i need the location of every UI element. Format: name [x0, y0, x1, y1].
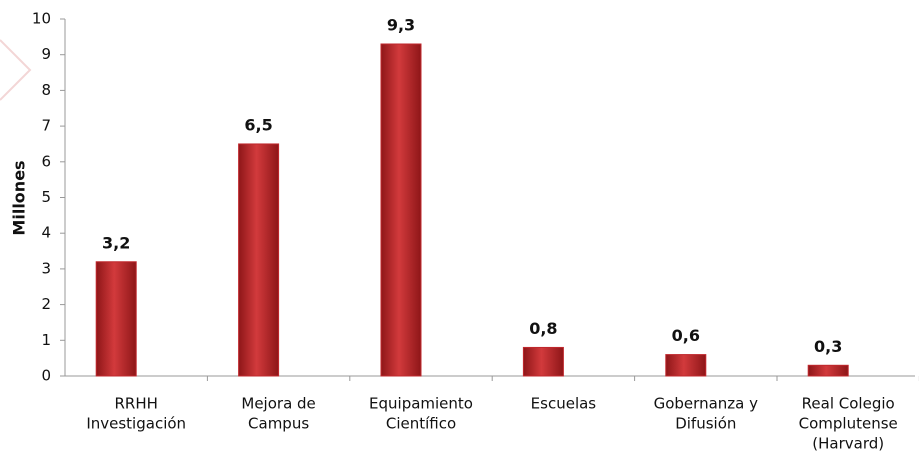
x-tick-label: Científico	[386, 415, 456, 433]
y-tick-label: 5	[41, 188, 51, 206]
y-tick-label: 9	[41, 45, 51, 63]
y-tick-label: 4	[41, 224, 51, 242]
y-axis-label: Millones	[10, 160, 29, 235]
value-label: 9,3	[387, 15, 415, 34]
value-label: 0,8	[529, 319, 557, 338]
x-tick-label: RRHH	[114, 395, 157, 413]
value-label: 6,5	[244, 115, 272, 134]
x-tick-label: Mejora de	[241, 395, 315, 413]
bar	[665, 354, 707, 377]
y-tick-label: 2	[41, 295, 51, 313]
value-label: 0,3	[814, 337, 842, 356]
value-label: 0,6	[672, 326, 700, 345]
bar	[522, 346, 564, 377]
x-tick-label: Difusión	[675, 415, 736, 433]
x-tick-label: Escuelas	[531, 395, 597, 413]
y-tick-label: 7	[41, 117, 51, 135]
y-tick-label: 8	[41, 81, 51, 99]
bar	[380, 43, 422, 377]
x-tick-label: Gobernanza y	[654, 395, 758, 413]
y-tick-label: 1	[41, 331, 51, 349]
value-label: 3,2	[102, 233, 130, 252]
bar	[238, 143, 280, 377]
y-tick-label: 6	[41, 152, 51, 170]
y-tick-label: 10	[32, 10, 51, 28]
bar	[95, 261, 137, 377]
x-tick-label: Campus	[248, 415, 309, 433]
y-tick-label: 0	[41, 367, 51, 385]
bar	[807, 364, 849, 377]
x-tick-label: (Harvard)	[812, 435, 884, 453]
x-tick-label: Complutense	[799, 415, 898, 433]
x-tick-label: Real Colegio	[802, 395, 895, 413]
decoration	[0, 39, 32, 101]
x-tick-label: Investigación	[86, 415, 186, 433]
y-tick-label: 3	[41, 259, 51, 277]
x-tick-label: Equipamiento	[369, 395, 473, 413]
